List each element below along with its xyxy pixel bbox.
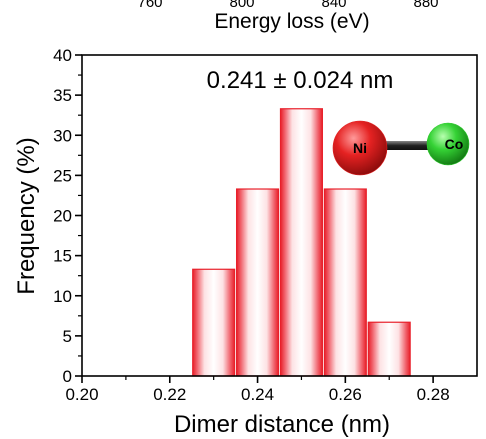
top-panel-axis: 760 800 840 880 Energy loss (eV) [137, 0, 438, 33]
histogram-bar [279, 108, 323, 377]
ni-co-dimer-inset: Ni Co [332, 120, 470, 176]
histogram-bar [367, 321, 411, 377]
x-tick-label: 0.26 [329, 385, 362, 404]
x-tick-label: 0.24 [241, 385, 274, 404]
co-atom-icon [426, 122, 470, 166]
x-tick-label: 0.20 [65, 385, 98, 404]
y-tick-label: 15 [53, 247, 72, 266]
axis-ticks [75, 54, 434, 383]
ni-atom-icon [332, 120, 388, 176]
y-tick-label: 40 [53, 46, 72, 65]
top-x-axis-title: Energy loss (eV) [214, 10, 369, 33]
x-axis-title: Dimer distance (nm) [174, 411, 390, 438]
x-tick-label: 0.28 [417, 385, 450, 404]
y-axis-title: Frequency (%) [13, 137, 40, 294]
co-atom-label: Co [445, 136, 464, 152]
histogram-bar [236, 188, 280, 377]
y-tick-label: 20 [53, 207, 72, 226]
ni-atom-label: Ni [353, 140, 367, 156]
top-tick-label: 880 [413, 0, 438, 11]
annotation-text: 0.241 ± 0.024 nm [207, 67, 394, 94]
plot-frame [81, 54, 478, 377]
top-tick-label: 840 [321, 0, 346, 11]
y-tick-label: 25 [53, 166, 72, 185]
x-tick-label: 0.22 [153, 385, 186, 404]
bars-layer [192, 108, 411, 377]
y-tick-label: 30 [53, 126, 72, 145]
histogram-bar [192, 268, 236, 377]
histogram-bar [323, 188, 367, 377]
y-tick-label: 35 [53, 86, 72, 105]
top-tick-label: 760 [137, 0, 162, 11]
y-tick-label: 0 [63, 367, 72, 386]
y-tick-label: 5 [63, 327, 72, 346]
y-tick-label: 10 [53, 287, 72, 306]
tick-labels: 0 5 10 15 20 25 30 35 40 0.20 0.22 0.24 0.26 0.28 [53, 46, 450, 404]
top-tick-label: 800 [229, 0, 254, 11]
